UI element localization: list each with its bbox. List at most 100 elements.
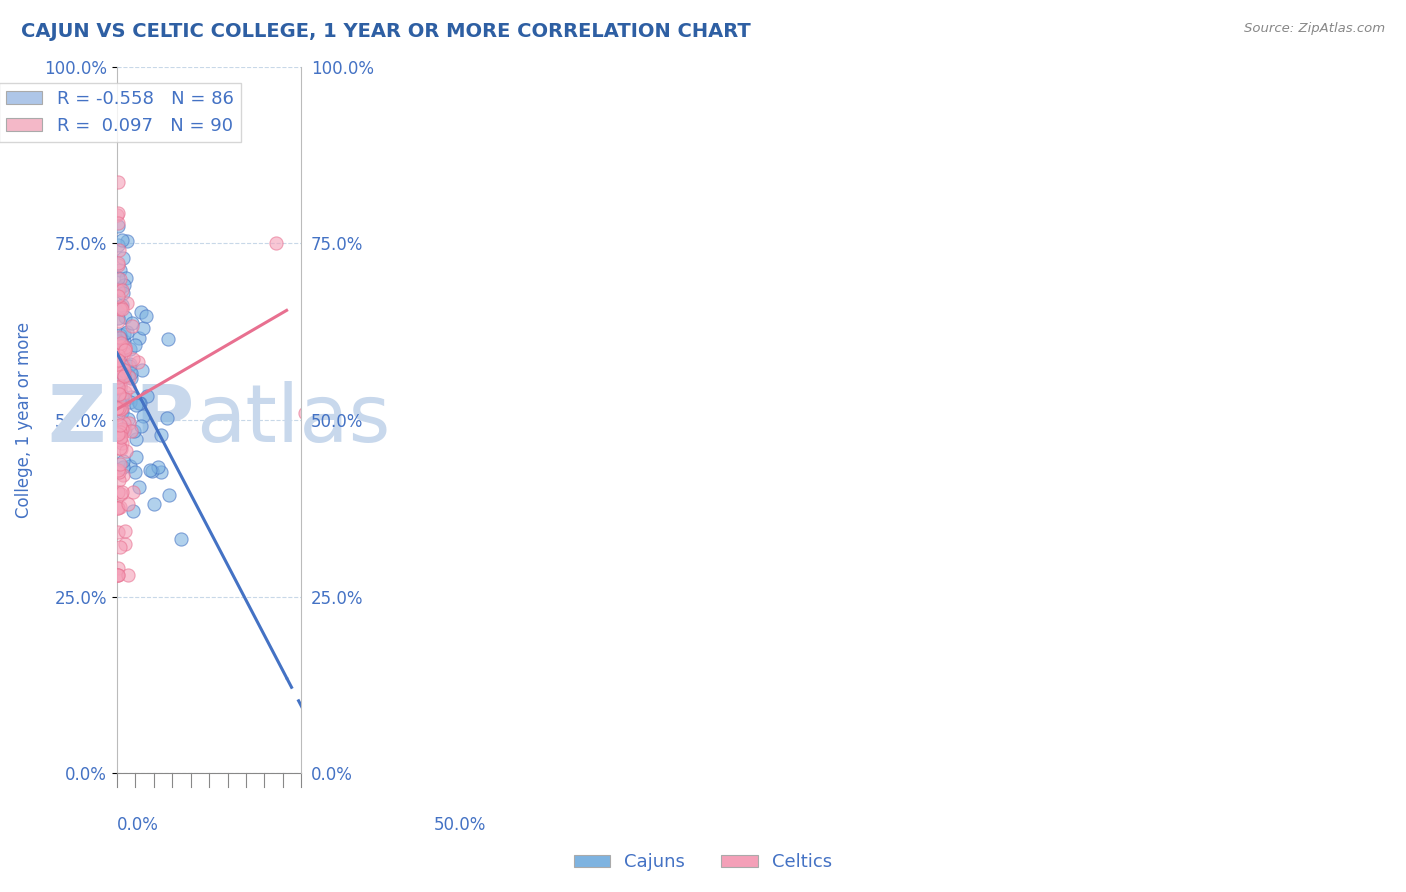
Point [108, 465, 131, 479]
Point [117, 568, 139, 582]
Point [124, 465, 146, 479]
Point [107, 271, 129, 285]
Point [135, 309, 157, 323]
Point [108, 381, 131, 395]
Point [108, 300, 131, 314]
Point [107, 338, 129, 352]
Point [125, 433, 148, 447]
Point [111, 401, 134, 416]
Point [110, 430, 132, 444]
Point [111, 233, 134, 247]
Point [124, 337, 146, 351]
Point [110, 442, 132, 456]
Point [143, 497, 166, 511]
Point [111, 405, 134, 419]
Point [114, 310, 136, 324]
Point [108, 281, 131, 295]
Point [112, 338, 135, 352]
Point [112, 334, 135, 349]
Point [110, 300, 132, 314]
Point [111, 298, 134, 312]
Point [112, 468, 135, 483]
Point [107, 427, 129, 442]
Point [107, 283, 129, 297]
Point [114, 271, 136, 285]
Point [105, 357, 128, 371]
Point [112, 454, 135, 468]
Point [108, 329, 131, 343]
Point [264, 236, 287, 251]
Point [107, 238, 129, 252]
Point [129, 305, 152, 319]
Point [112, 416, 135, 430]
Point [110, 390, 132, 404]
Point [115, 444, 138, 458]
Point [117, 325, 139, 339]
Point [108, 345, 131, 359]
Point [128, 396, 150, 410]
Point [112, 363, 135, 377]
Point [110, 336, 132, 351]
Point [148, 459, 170, 474]
Point [112, 278, 135, 293]
Point [120, 390, 142, 404]
Point [114, 343, 136, 357]
Point [127, 355, 149, 369]
Point [107, 348, 129, 362]
Point [112, 345, 135, 359]
Point [108, 378, 131, 392]
Point [112, 424, 135, 438]
Point [114, 340, 136, 354]
Point [121, 316, 143, 330]
Point [114, 384, 136, 399]
Point [110, 500, 132, 514]
Point [107, 463, 129, 477]
Point [107, 289, 129, 303]
Legend: Cajuns, Celtics: Cajuns, Celtics [567, 847, 839, 879]
Point [128, 480, 150, 494]
Text: Source: ZipAtlas.com: Source: ZipAtlas.com [1244, 22, 1385, 36]
Point [117, 368, 139, 382]
Point [105, 401, 128, 415]
Point [111, 484, 134, 499]
Point [108, 340, 131, 354]
Point [107, 376, 129, 390]
Point [107, 219, 129, 234]
Point [110, 540, 132, 554]
Point [107, 343, 129, 358]
Text: 0.0%: 0.0% [117, 815, 159, 834]
Point [157, 488, 180, 502]
Point [108, 380, 131, 394]
Point [107, 353, 129, 368]
Point [111, 391, 134, 405]
Point [149, 428, 172, 442]
Point [111, 359, 134, 373]
Point [107, 485, 129, 500]
Text: ZIP: ZIP [46, 381, 194, 458]
Point [107, 387, 129, 401]
Point [110, 425, 132, 439]
Point [114, 392, 136, 407]
Point [157, 332, 180, 346]
Point [108, 425, 131, 440]
Point [117, 497, 139, 511]
Point [108, 272, 131, 286]
Point [110, 361, 132, 376]
Point [115, 295, 138, 310]
Point [117, 368, 139, 382]
Point [107, 568, 129, 582]
Point [114, 342, 136, 356]
Point [111, 283, 134, 297]
Point [107, 216, 129, 230]
Point [111, 422, 134, 436]
Point [122, 351, 145, 366]
Point [111, 252, 134, 266]
Point [107, 310, 129, 325]
Point [135, 389, 157, 403]
Point [110, 430, 132, 444]
Point [117, 417, 139, 431]
Point [120, 424, 142, 438]
Point [108, 339, 131, 353]
Point [107, 561, 129, 575]
Point [108, 473, 131, 487]
